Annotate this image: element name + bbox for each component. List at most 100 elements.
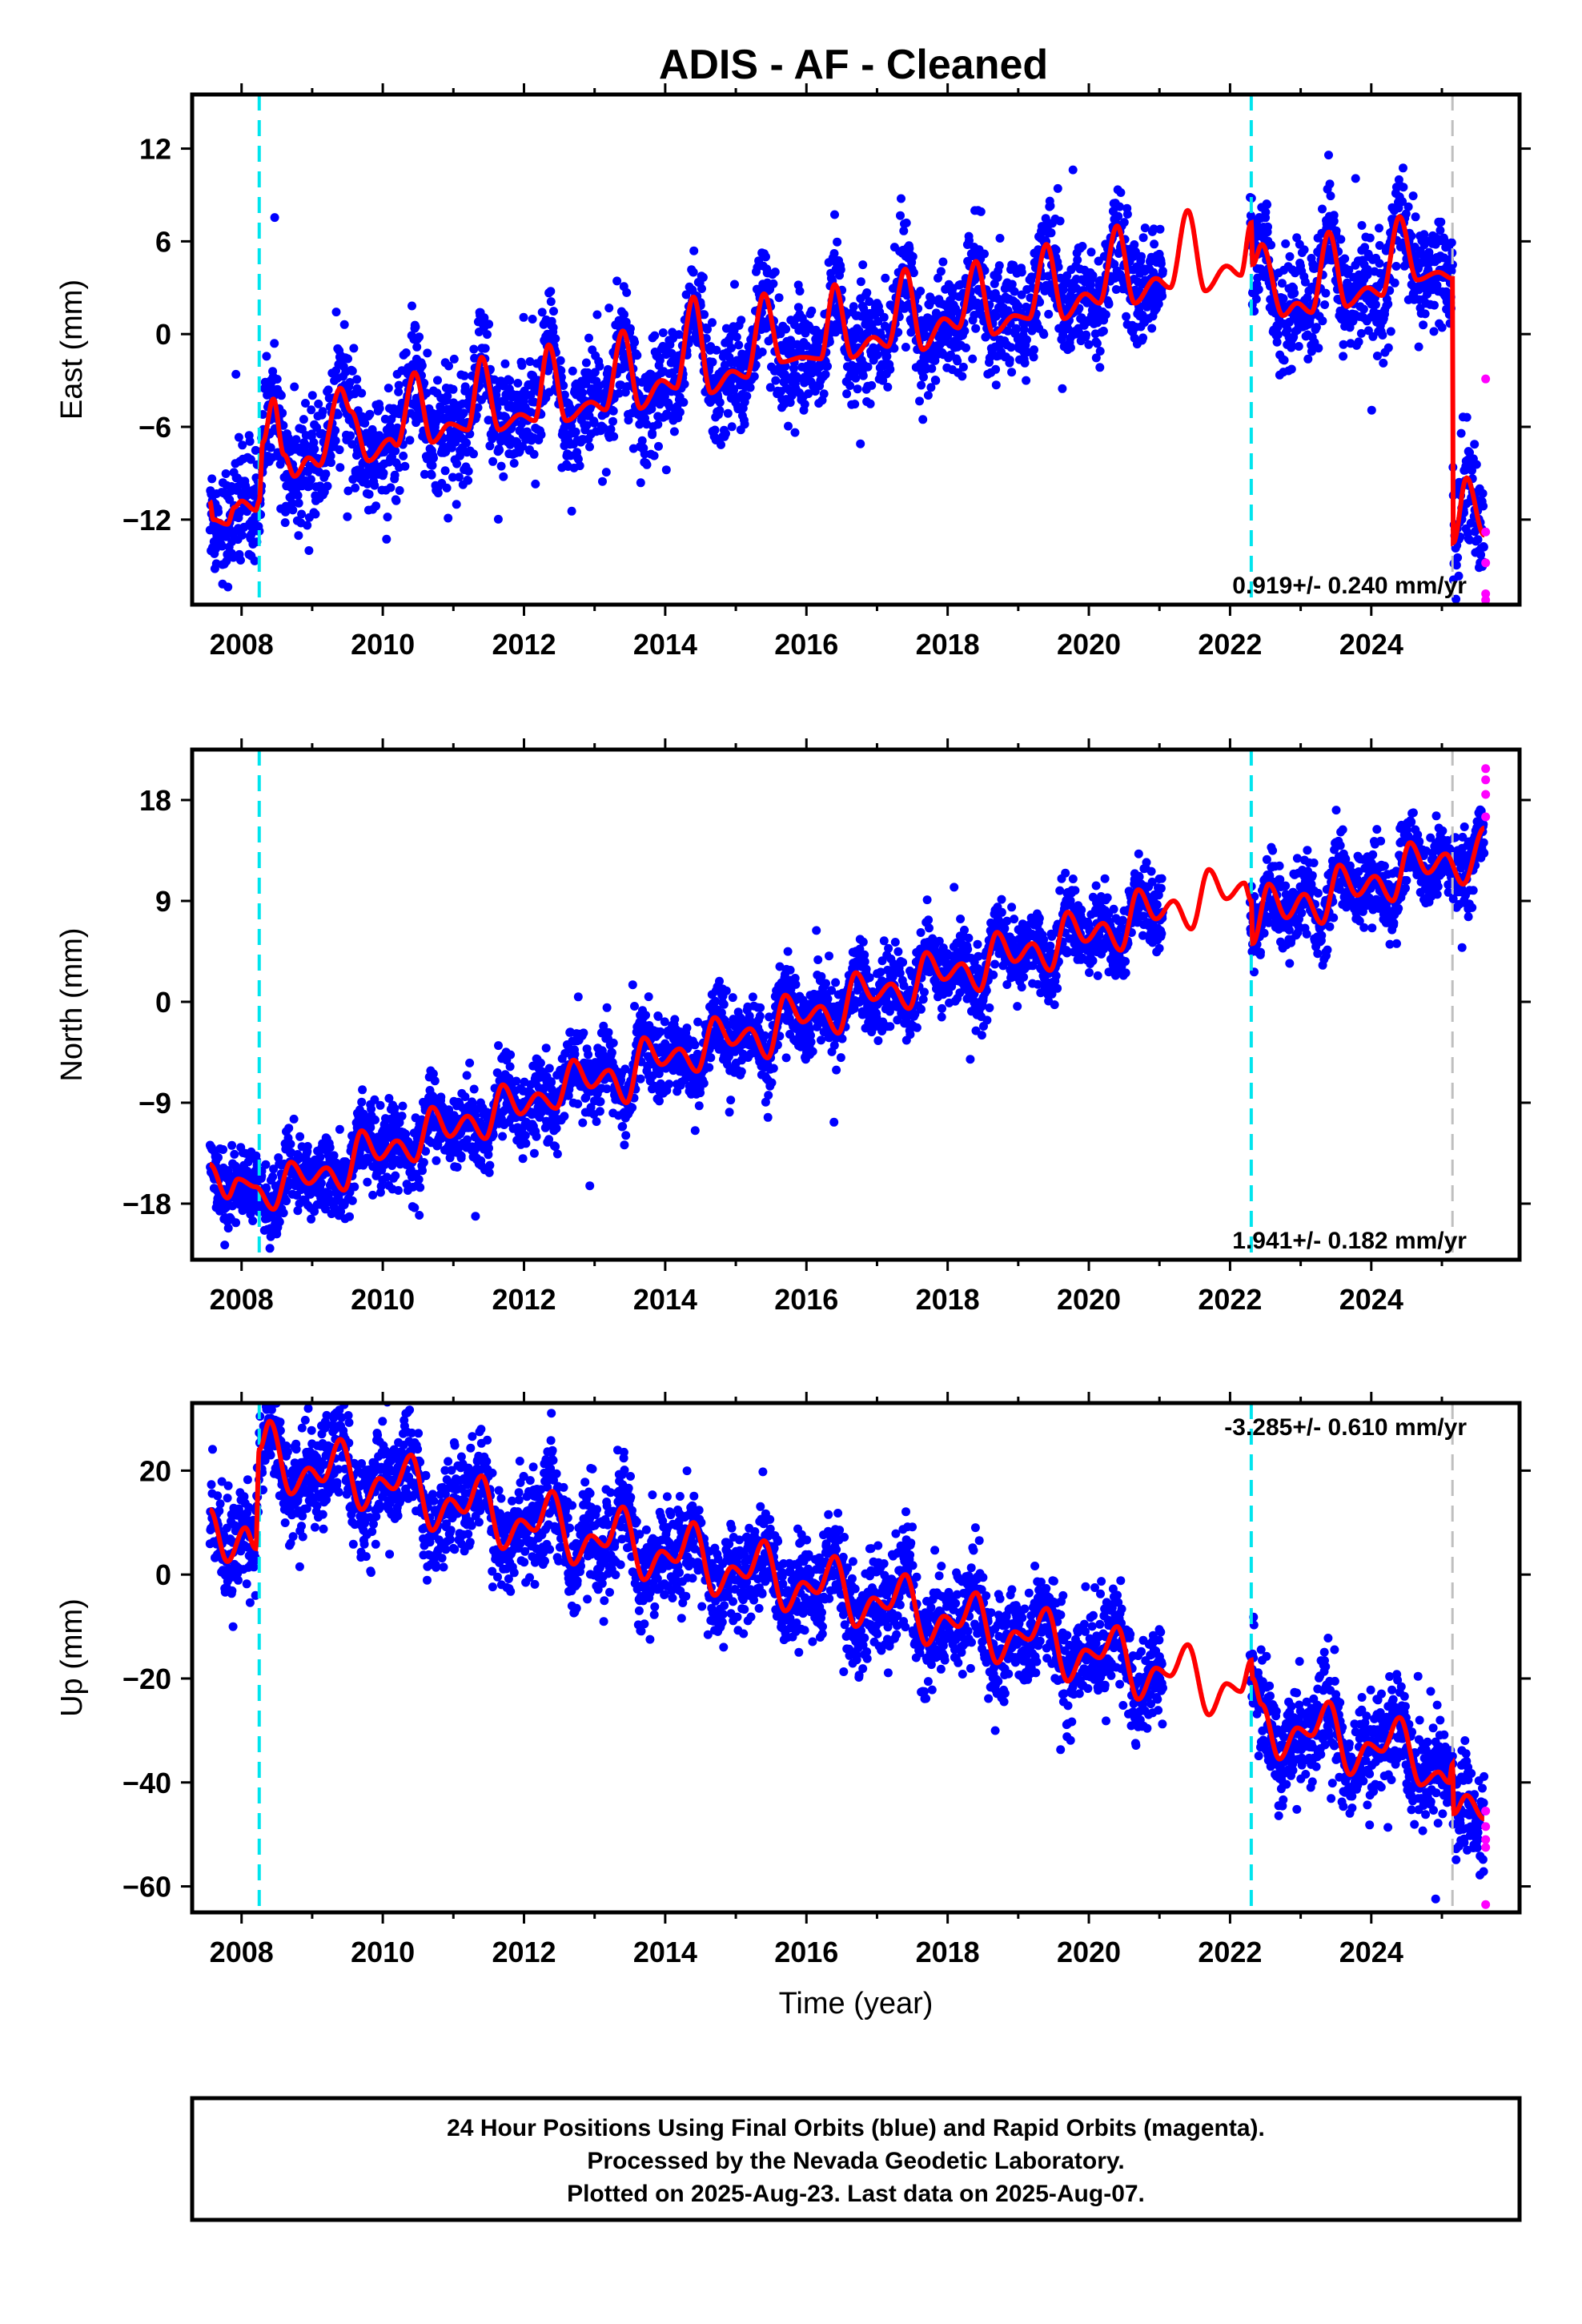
final-point — [306, 475, 315, 485]
final-point — [464, 476, 473, 485]
final-point — [681, 290, 691, 300]
final-point — [351, 483, 360, 493]
final-point — [1287, 343, 1296, 352]
final-point — [1403, 202, 1413, 211]
final-point — [222, 557, 231, 566]
final-point — [640, 449, 649, 459]
final-point — [1086, 247, 1096, 257]
final-point — [221, 532, 231, 541]
final-point — [1116, 188, 1126, 197]
final-point — [603, 364, 612, 374]
north-panel: 2008 2010 2012 2014 2016 2018 2020 2022 20241890… — [55, 738, 1531, 1316]
final-point — [729, 385, 739, 395]
final-point — [400, 461, 410, 471]
final-point — [546, 297, 556, 307]
final-point — [416, 1183, 425, 1192]
final-point — [517, 360, 527, 370]
final-point — [1039, 330, 1049, 340]
final-point — [1435, 226, 1445, 235]
final-point — [628, 980, 637, 990]
final-point — [248, 1216, 258, 1225]
final-point — [379, 468, 388, 478]
final-point — [299, 415, 308, 424]
x-tick-label: 2024 — [1339, 628, 1403, 661]
final-point — [641, 1011, 650, 1020]
final-point — [936, 267, 946, 276]
final-point — [1383, 343, 1393, 352]
final-point — [1472, 460, 1481, 469]
final-point — [1420, 309, 1430, 319]
final-point — [505, 1062, 515, 1072]
final-point — [329, 1151, 339, 1160]
final-point — [958, 362, 968, 372]
final-point — [1273, 330, 1283, 340]
final-point — [570, 1049, 580, 1059]
plot-title: ADIS - AF - Cleaned — [659, 42, 1048, 88]
final-point — [218, 541, 227, 551]
final-point — [653, 420, 663, 429]
final-point — [1351, 174, 1360, 183]
east-panel: 2008 2010 2012 2014 2016 2018 2020 2022 20241260… — [55, 83, 1531, 661]
final-point — [1022, 376, 1031, 385]
final-point — [1294, 342, 1303, 351]
final-point — [462, 1071, 472, 1080]
final-point — [1254, 285, 1263, 294]
final-point — [644, 992, 653, 1002]
final-point — [742, 392, 752, 400]
x-tick-label: 2012 — [492, 628, 556, 661]
final-point — [863, 362, 873, 372]
final-point — [305, 481, 315, 491]
final-point — [632, 351, 642, 360]
final-point — [689, 267, 698, 277]
final-point — [541, 1043, 551, 1053]
final-point — [339, 320, 349, 329]
final-point — [1115, 202, 1124, 211]
final-point — [804, 389, 813, 399]
final-point — [262, 352, 271, 361]
final-point — [423, 348, 432, 358]
final-point — [318, 407, 327, 416]
final-point — [604, 1027, 613, 1037]
final-point — [819, 389, 829, 399]
final-point — [410, 1203, 420, 1212]
final-point — [383, 513, 392, 522]
final-point — [596, 1097, 605, 1107]
final-point — [1318, 204, 1327, 214]
final-point — [357, 1097, 367, 1107]
final-point — [608, 406, 618, 416]
final-point — [765, 383, 775, 392]
final-point — [301, 399, 310, 408]
x-tick-label: 2016 — [774, 628, 838, 661]
final-point — [394, 387, 404, 396]
final-point — [398, 1101, 408, 1111]
final-point — [622, 287, 632, 297]
final-point — [1479, 542, 1488, 552]
final-point — [1429, 327, 1439, 336]
final-point — [560, 390, 569, 400]
final-point — [265, 1244, 275, 1253]
final-point — [901, 218, 911, 227]
final-point — [442, 483, 452, 493]
final-point — [1287, 364, 1296, 374]
final-point — [323, 481, 332, 491]
final-point — [567, 506, 576, 516]
final-point — [991, 312, 1001, 321]
final-point — [343, 512, 352, 521]
final-point — [991, 364, 1001, 374]
final-point — [642, 460, 652, 469]
final-point — [991, 380, 1001, 390]
final-point — [485, 1160, 495, 1170]
final-point — [219, 1145, 228, 1154]
final-point — [1088, 271, 1098, 280]
final-point — [343, 486, 353, 496]
final-point — [506, 1050, 516, 1059]
final-point — [915, 396, 924, 406]
final-point — [568, 366, 577, 376]
final-point — [415, 1211, 424, 1220]
final-point — [1386, 327, 1395, 336]
final-point — [1379, 358, 1388, 368]
final-point — [732, 332, 741, 342]
final-point — [1399, 163, 1407, 173]
final-point — [518, 1154, 528, 1164]
final-point — [520, 1131, 530, 1140]
